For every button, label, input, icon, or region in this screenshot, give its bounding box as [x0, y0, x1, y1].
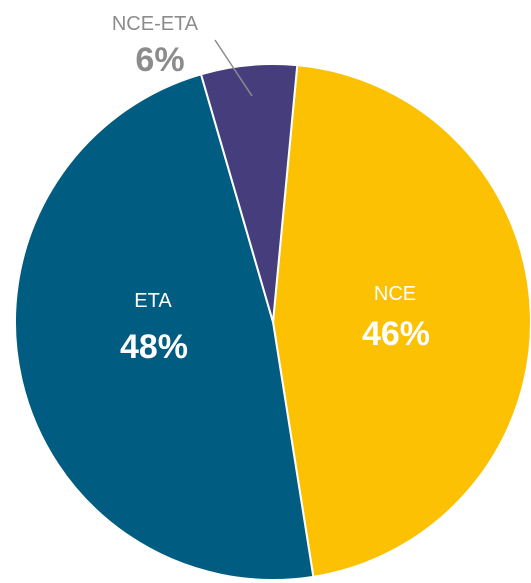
slice-name-label-nce-eta: NCE-ETA: [112, 13, 199, 35]
leader-line-nce-eta: [214, 39, 253, 97]
pie-slice-nce-eta: [199, 63, 299, 323]
slice-value-label-nce: 46%: [362, 315, 430, 353]
slice-value-label-nce-eta: 6%: [135, 41, 184, 79]
slice-name-label-eta: ETA: [134, 290, 172, 312]
pie-slice-eta: [14, 72, 315, 581]
slice-name-label-nce: NCE: [374, 283, 416, 305]
slice-value-label-eta: 48%: [120, 328, 188, 366]
